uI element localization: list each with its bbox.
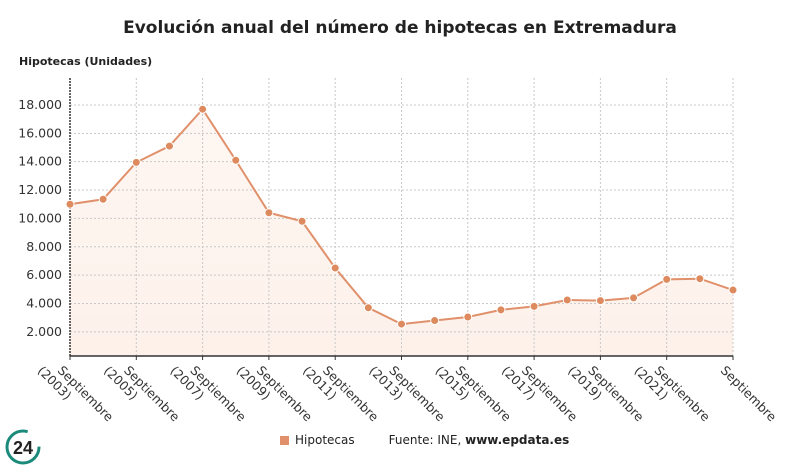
x-tick-label: Septiembre(2005) (101, 353, 183, 435)
data-point (662, 274, 672, 284)
logo-24: 24 (5, 429, 41, 465)
source-note: Fuente: INE, www.epdata.es (389, 433, 570, 447)
data-point (164, 141, 174, 151)
area-fill (70, 109, 733, 357)
y-tick-label: 18.000 (18, 97, 62, 112)
x-tick-label: Septiembre(2007) (167, 353, 249, 435)
y-tick-label: 8.000 (26, 239, 62, 254)
data-point (496, 305, 506, 315)
data-point (264, 208, 274, 218)
y-tick-label: 10.000 (18, 210, 62, 225)
data-point (562, 295, 572, 305)
x-tick-label: Septiembre(2011) (300, 353, 382, 435)
data-point (65, 199, 75, 209)
y-tick-label: 2.000 (26, 324, 62, 339)
y-tick-label: 14.000 (18, 154, 62, 169)
x-tick-label: Septiembre(2003) (35, 353, 117, 435)
data-point (198, 104, 208, 114)
x-tick-label: Septiembre(2013) (366, 353, 448, 435)
data-point (131, 157, 141, 167)
source-prefix: Fuente: INE, (388, 433, 466, 447)
x-tick-label: Septiembre(2015) (433, 353, 515, 435)
x-tick-label: Septiembre(2009) (234, 353, 316, 435)
x-tick-label: Septiembre(2017) (499, 353, 581, 435)
x-tick-label: Septiembre (718, 363, 780, 425)
data-point (430, 316, 440, 326)
data-point (463, 312, 473, 322)
data-point (595, 296, 605, 306)
y-tick-label: 16.000 (18, 125, 62, 140)
data-point (728, 285, 738, 295)
y-axis-label: Hipotecas (Unidades) (19, 55, 153, 68)
svg-text:24: 24 (13, 438, 33, 458)
data-point (363, 303, 373, 313)
data-point (330, 263, 340, 273)
y-tick-label: 4.000 (26, 296, 62, 311)
data-point (397, 319, 406, 329)
data-point (297, 216, 307, 226)
legend-label: Hipotecas (295, 433, 355, 447)
y-tick-label: 12.000 (18, 182, 62, 197)
chart-title: Evolución anual del número de hipotecas … (123, 18, 677, 38)
data-point (231, 155, 241, 165)
source-site: www.epdata.es (465, 433, 570, 447)
data-point (629, 293, 639, 303)
x-tick-label: Septiembre(2021) (631, 353, 713, 435)
data-point (529, 301, 539, 311)
legend-swatch (280, 435, 289, 445)
x-tick-label: Septiembre(2019) (565, 353, 647, 435)
y-tick-label: 6.000 (26, 267, 62, 282)
legend: Hipotecas Fuente: INE, www.epdata.es (280, 433, 569, 447)
data-point (695, 274, 705, 284)
data-point (98, 194, 108, 204)
